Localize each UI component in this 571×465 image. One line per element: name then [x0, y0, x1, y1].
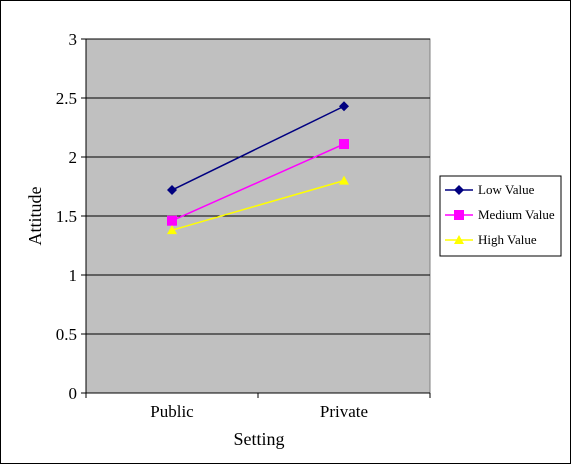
data-point-medium-value [167, 215, 177, 226]
series-layer [167, 101, 349, 235]
data-point-high-value [339, 175, 349, 185]
legend-label-high-value: High Value [478, 232, 537, 247]
y-tick-label: 0 [69, 384, 78, 403]
legend-label-low-value: Low Value [478, 182, 535, 197]
axes: 0 0.5 1 1.5 2 2.5 3 Public Private [56, 30, 431, 421]
plot-area [85, 38, 431, 394]
legend-marker-high-value [454, 235, 464, 244]
data-point-low-value [339, 101, 349, 112]
y-tick-label: 1.5 [56, 207, 77, 226]
y-tick-label: 1 [69, 266, 78, 285]
y-tick-label: 2.5 [56, 89, 77, 108]
legend-marker-low-value [454, 185, 464, 195]
x-axis-title: Setting [233, 429, 284, 449]
legend: Low Value Medium Value High Value [439, 175, 562, 257]
y-tick-label: 3 [69, 30, 78, 49]
legend-marker-medium-value [454, 210, 464, 220]
series-line-high-value [171, 179, 345, 231]
data-point-medium-value [339, 139, 349, 150]
legend-label-medium-value: Medium Value [478, 207, 555, 222]
data-point-low-value [167, 185, 177, 196]
y-tick-label: 0.5 [56, 325, 77, 344]
y-tick-label: 2 [69, 148, 78, 167]
data-point-high-value [167, 225, 177, 235]
series-line-medium-value [171, 143, 345, 222]
series-line-low-value [171, 105, 345, 191]
y-axis-title: Attitude [25, 186, 45, 245]
x-tick-label: Private [320, 402, 368, 421]
x-tick-label: Public [150, 402, 194, 421]
